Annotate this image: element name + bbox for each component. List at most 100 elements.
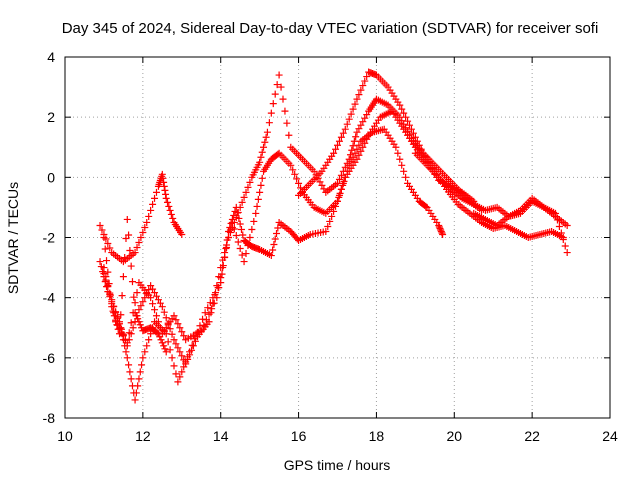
data-point bbox=[176, 373, 184, 381]
data-point bbox=[355, 151, 363, 159]
data-point bbox=[122, 348, 130, 356]
data-point bbox=[261, 138, 269, 146]
data-point bbox=[122, 235, 130, 243]
x-tick-label: 18 bbox=[369, 428, 385, 444]
data-point bbox=[221, 254, 229, 262]
data-point bbox=[200, 321, 208, 329]
data-point bbox=[561, 242, 569, 250]
data-point bbox=[138, 361, 146, 369]
data-point bbox=[277, 83, 285, 91]
data-point bbox=[341, 125, 349, 133]
data-point bbox=[108, 303, 116, 311]
y-tick-label: -4 bbox=[43, 290, 56, 306]
data-point bbox=[555, 222, 563, 230]
data-point bbox=[127, 375, 135, 383]
data-point bbox=[343, 120, 351, 128]
data-point bbox=[563, 221, 571, 229]
data-point bbox=[394, 149, 402, 157]
data-point bbox=[361, 77, 369, 85]
data-point bbox=[337, 185, 345, 193]
x-tick-label: 10 bbox=[57, 428, 73, 444]
data-point bbox=[121, 335, 129, 343]
data-point bbox=[126, 247, 134, 255]
data-point bbox=[240, 193, 248, 201]
x-tick-label: 22 bbox=[524, 428, 540, 444]
data-point bbox=[118, 292, 126, 300]
data-points bbox=[96, 68, 571, 404]
data-point bbox=[346, 151, 354, 159]
data-point bbox=[353, 155, 361, 163]
data-point bbox=[132, 312, 140, 320]
data-point bbox=[355, 125, 363, 133]
data-point bbox=[174, 378, 182, 386]
data-point bbox=[437, 226, 445, 234]
data-point bbox=[559, 236, 567, 244]
data-point bbox=[104, 268, 112, 276]
data-point bbox=[435, 223, 443, 231]
data-point bbox=[563, 249, 571, 257]
data-point bbox=[257, 181, 265, 189]
x-tick-label: 14 bbox=[213, 428, 229, 444]
data-point bbox=[267, 252, 275, 260]
plot-frame bbox=[64, 56, 611, 419]
data-point bbox=[252, 209, 260, 217]
data-point bbox=[161, 186, 169, 194]
data-point bbox=[154, 296, 162, 304]
data-point bbox=[330, 207, 338, 215]
data-point bbox=[149, 300, 157, 308]
data-point bbox=[125, 361, 133, 369]
data-point bbox=[357, 147, 365, 155]
data-point bbox=[109, 307, 117, 315]
data-point bbox=[165, 202, 173, 210]
data-point bbox=[123, 354, 131, 362]
data-point bbox=[237, 225, 245, 233]
data-point bbox=[188, 346, 196, 354]
data-point bbox=[213, 294, 221, 302]
data-point bbox=[257, 153, 265, 161]
data-point bbox=[154, 318, 162, 326]
data-point bbox=[164, 338, 172, 346]
data-point bbox=[135, 239, 143, 247]
data-point bbox=[168, 330, 176, 338]
data-point bbox=[263, 128, 271, 136]
data-point bbox=[417, 145, 425, 153]
data-point bbox=[332, 145, 340, 153]
x-tick-labels: 10 12 14 16 18 20 22 24 bbox=[57, 428, 618, 444]
data-point bbox=[353, 95, 361, 103]
data-point bbox=[226, 228, 234, 236]
data-point bbox=[152, 292, 160, 300]
y-tick-label: -8 bbox=[43, 410, 56, 426]
data-point bbox=[234, 208, 242, 216]
data-point bbox=[359, 118, 367, 126]
data-point bbox=[273, 229, 281, 237]
data-point bbox=[361, 114, 369, 122]
series-trace-2 bbox=[96, 125, 447, 404]
data-point bbox=[145, 336, 153, 344]
series-trace-6 bbox=[411, 149, 571, 229]
data-point bbox=[170, 312, 178, 320]
data-point bbox=[398, 105, 406, 113]
data-point bbox=[400, 109, 408, 117]
data-point bbox=[110, 312, 118, 320]
data-point bbox=[143, 218, 151, 226]
data-point bbox=[242, 250, 250, 258]
data-point bbox=[223, 244, 231, 252]
data-point bbox=[435, 221, 443, 229]
data-point bbox=[339, 181, 347, 189]
data-point bbox=[400, 167, 408, 175]
data-point bbox=[436, 224, 444, 232]
data-point bbox=[225, 234, 232, 241]
data-point bbox=[552, 209, 559, 217]
data-point bbox=[334, 197, 341, 205]
data-point bbox=[244, 183, 252, 191]
data-point bbox=[152, 188, 160, 196]
data-point bbox=[96, 221, 104, 229]
data-point bbox=[170, 336, 178, 344]
chart-title: Day 345 of 2024, Sidereal Day-to-day VTE… bbox=[62, 20, 599, 37]
data-point bbox=[137, 234, 145, 241]
data-point bbox=[164, 198, 172, 206]
data-point bbox=[265, 119, 273, 127]
data-point bbox=[222, 245, 230, 253]
data-point bbox=[227, 219, 235, 227]
